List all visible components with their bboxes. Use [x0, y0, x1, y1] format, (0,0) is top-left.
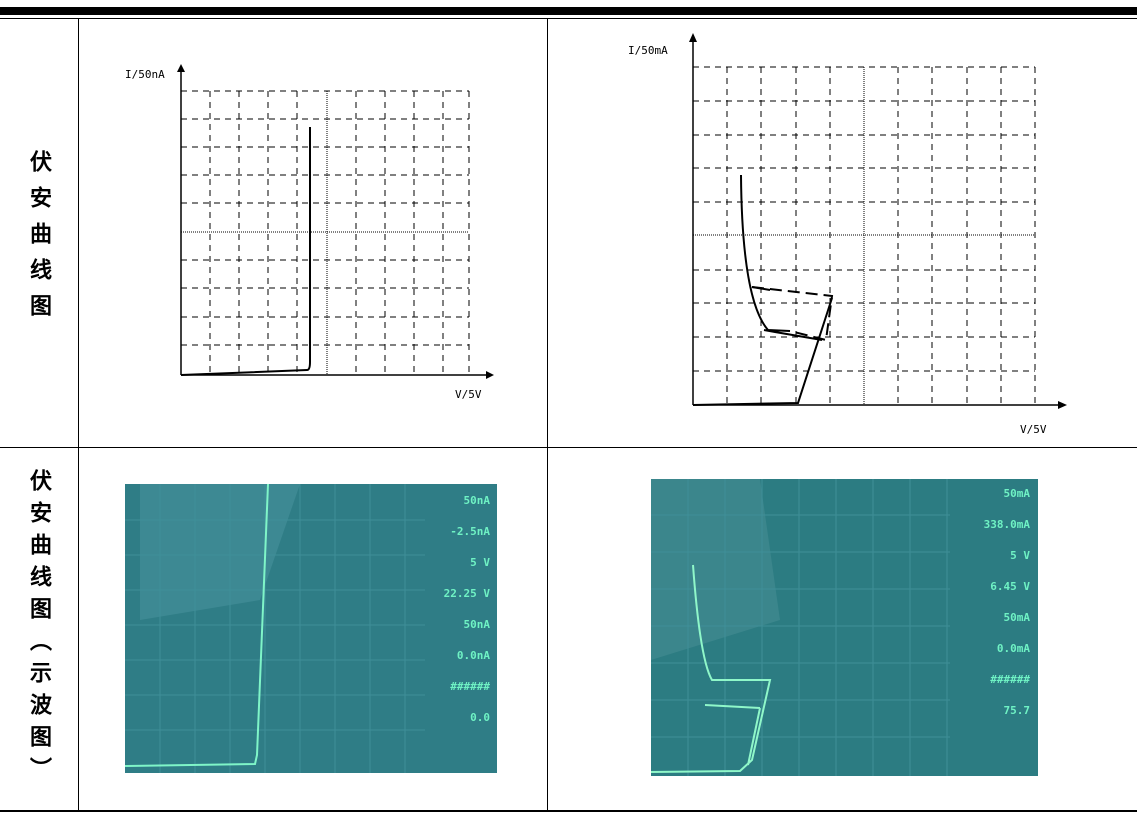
- arrow: [689, 33, 1067, 409]
- readout: 50mA: [1004, 487, 1031, 500]
- x-axis-label: V/5V: [1020, 423, 1047, 436]
- readout: 50mA: [1004, 611, 1031, 624]
- axes: [693, 40, 1060, 405]
- figures: I/50nA V/5V I/50mA V/5V 50nA -2.5nA 5 V 22.…: [0, 0, 1137, 814]
- readout: 0.0: [470, 711, 490, 724]
- readout: ######: [990, 673, 1030, 686]
- readout: 0.0nA: [457, 649, 490, 662]
- readout: 22.25 V: [444, 587, 491, 600]
- y-axis-label: I/50nA: [125, 68, 165, 81]
- y-axis-label: I/50mA: [628, 44, 668, 57]
- axes: [181, 70, 490, 375]
- readout: 75.7: [1004, 704, 1031, 717]
- readout: 50nA: [464, 618, 491, 631]
- grid: [181, 91, 469, 375]
- readout: 5 V: [1010, 549, 1030, 562]
- curve: [181, 127, 310, 375]
- readout: 50nA: [464, 494, 491, 507]
- readout: ######: [450, 680, 490, 693]
- arrow: [177, 64, 494, 379]
- x-axis-label: V/5V: [455, 388, 482, 401]
- readout: 6.45 V: [990, 580, 1030, 593]
- readout: 338.0mA: [984, 518, 1031, 531]
- readout: -2.5nA: [450, 525, 490, 538]
- readout: 0.0mA: [997, 642, 1030, 655]
- readout: 5 V: [470, 556, 490, 569]
- document: 伏安曲线图 伏安曲线图（示波图） I/50nA V/5V I/50mA V/5V: [0, 0, 1137, 814]
